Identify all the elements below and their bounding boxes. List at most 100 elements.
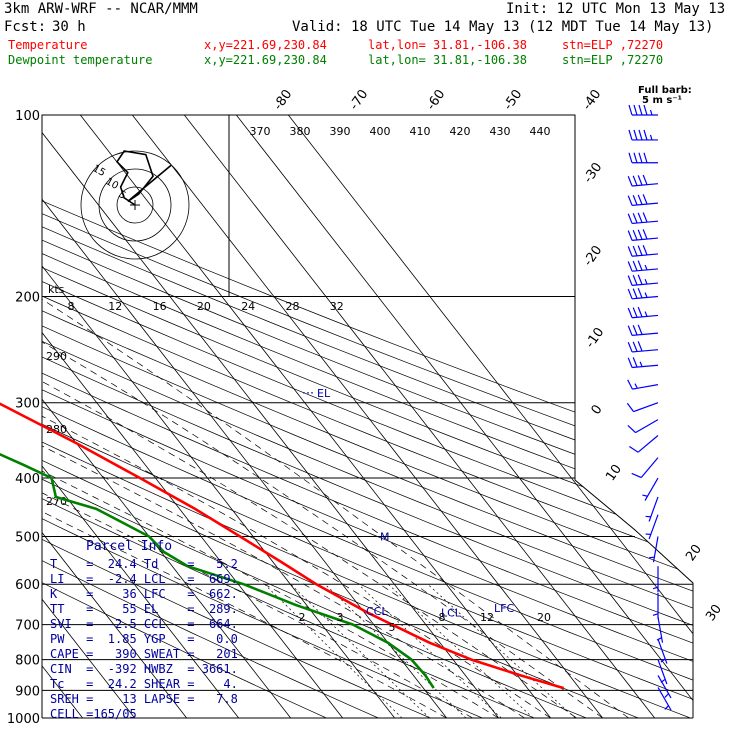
wind-barb [657,675,672,699]
dry-adiabat [42,115,693,718]
pressure-tick-label: 200 [15,291,40,306]
wind-barb [652,592,659,619]
parcel-row: PW = 1.85 YGP = 0.0 [50,632,238,646]
hodograph-speed-label: 12 [108,300,122,313]
wind-barb [627,357,659,369]
isotherm-label: 30 [703,602,725,624]
full-barb-label: Full barb: [638,85,692,96]
isotherm-label: -20 [581,243,605,269]
wind-barb [627,260,659,272]
theta-label: 430 [490,125,511,138]
mixing-ratio-line [324,583,467,718]
dry-adiabat [42,115,693,718]
hodograph-speed-label: 32 [330,300,344,313]
dry-adiabat [42,115,693,718]
parcel-row: Tc = 24.2 SHEAR = 4. [50,677,238,691]
parcel-row: TT = 55 EL = 289. [50,602,238,616]
wind-barb [627,341,659,353]
isotherm-line [42,115,135,718]
hodograph-ring [98,168,172,242]
mixing-ratio-label: 8 [439,611,446,624]
pressure-tick-label: 800 [15,654,40,669]
isotherm-line [288,115,693,718]
dewpoint-xy: x,y=221.69,230.84 [204,53,327,67]
isotherm-label: -40 [580,87,604,113]
pressure-tick-label: 600 [15,578,40,593]
wind-barb [627,229,659,241]
sounding-lines [0,402,565,690]
hodograph-ring-label: 10 [104,176,121,192]
hodograph-speed-label: 28 [286,300,300,313]
dry-adiabat [42,115,431,718]
theta-label: 400 [370,125,391,138]
dry-adiabat [42,115,691,718]
lcl-label: LCL [441,607,462,620]
wind-barbs [626,104,672,711]
dry-adiabat [42,115,693,718]
wind-barb [627,379,659,390]
parcel-row: LI = -2.4 LCL = 669. [50,572,238,586]
wind-barb [627,244,659,257]
theta-label: 390 [330,125,351,138]
hodograph-speed-label: 16 [153,300,167,313]
wind-barb [645,496,659,522]
theta-label: 370 [250,125,271,138]
isotherm-line [42,115,239,718]
wind-barb [631,457,659,479]
dry-adiabat [42,115,693,718]
ccl-label: CCL [366,605,388,618]
dry-adiabat [42,115,587,718]
isotherm-label: -60 [424,87,448,113]
mixing-ratio-label: 12 [480,611,494,624]
theta-label: 380 [290,125,311,138]
pressure-tick-label: 900 [15,684,40,699]
pressure-tick-label: 100 [15,109,40,124]
isotherm-label: -70 [347,87,371,113]
wind-barb [627,287,659,300]
wind-barb [627,306,659,319]
wind-barb [628,104,658,116]
wind-barb [627,194,659,206]
isotherm-label: 20 [683,542,705,564]
dry-adiabat [42,115,327,718]
wind-barb [657,638,668,664]
wind-barb [627,174,659,187]
hodograph-ring [116,186,154,224]
isotherm-line [42,115,499,718]
moist-adiabat [42,296,577,718]
parcel-row: CIN = -392 HWBZ = 3661. [50,662,238,676]
pressure-tick-label: 300 [15,397,40,412]
hodograph-ring-label: 5 [117,189,128,202]
dry-adiabat [42,115,693,718]
temperature-xy: x,y=221.69,230.84 [204,38,327,52]
isotherm-line [42,115,395,718]
pressure-tick-label: 700 [15,619,40,634]
dewpoint-latlon: lat,lon= 31.81,-106.38 [368,53,527,67]
parcel-row: SVI = -2.5 CCL = 664. [50,617,238,631]
parcel-row: T = 24.4 Td = 5.2 [50,557,238,571]
wind-barb [629,435,659,453]
isotherm-line [42,115,187,718]
isotherm-line [80,115,551,718]
wind-barb [627,212,659,225]
dewpoint-station: stn=ELP ,72270 [562,53,664,67]
dry-adiabat [42,115,693,718]
hodograph-speed-label: 8 [68,300,75,313]
theta-label: 280 [46,423,67,436]
hodograph-ring [80,150,190,260]
hodograph-trace [115,150,172,206]
grid-lines [42,115,693,718]
isotherm-line [132,115,603,718]
wind-barb [628,152,658,164]
forecast-label: Fcst: [4,19,47,35]
dry-adiabat [42,115,693,718]
parcel-annotations: EL M CCL LCL LFC 2 3 5 8 12 20 [299,387,552,634]
dry-adiabat [42,115,693,718]
dewpoint-legend: Dewpoint temperature [8,53,153,67]
mixing-ratio-label: 3 [337,611,344,624]
temperature-legend: Temperature [8,38,88,52]
theta-label: 420 [450,125,471,138]
